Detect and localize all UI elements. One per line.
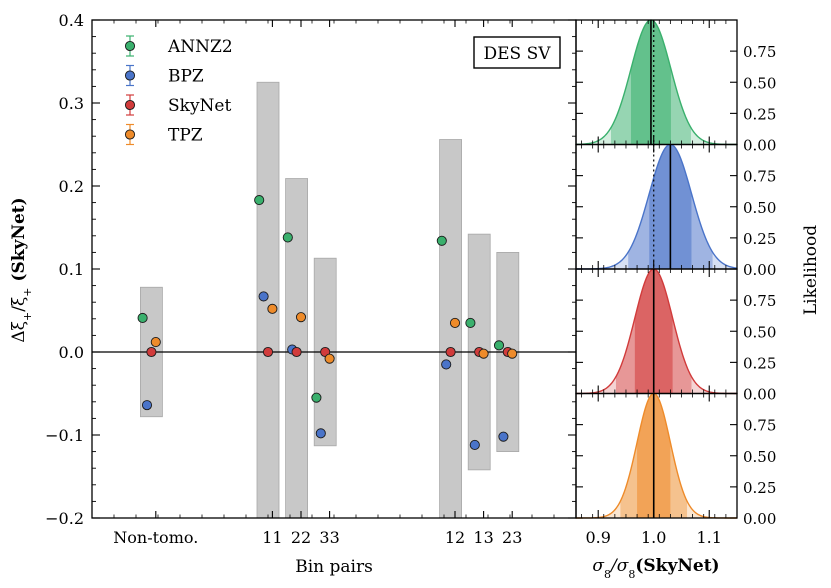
likelihood-y-tick-label: 0.25: [743, 479, 776, 497]
likelihood-panel-skynet: 0.00 0.25 0.50 0.75: [575, 268, 776, 404]
error-band-4: [439, 139, 463, 519]
legend-marker-bpz: [124, 70, 136, 81]
point-annz2-4: [436, 235, 447, 246]
likelihood-y-tick-label: 0.00: [743, 386, 776, 404]
y-tick-label: 0.1: [59, 260, 84, 279]
likelihood-curve: [575, 19, 737, 146]
x-tick-label: 12: [445, 528, 465, 547]
likelihood-y-tick-label: 0.00: [743, 261, 776, 279]
likelihood-panel-tpz: 0.00 0.25 0.50 0.75: [575, 392, 776, 528]
x-tick-label: 33: [319, 528, 339, 547]
legend-label-tpz: TPZ: [168, 126, 203, 146]
point-tpz-4: [449, 317, 461, 329]
point-tpz-1: [267, 303, 278, 314]
likelihood-y-axis-label: Likelihood: [801, 225, 821, 315]
likelihood-y-tick-label: 0.50: [743, 74, 776, 92]
likelihood-y-tick-label: 0.75: [743, 168, 776, 186]
likelihood-x-tick-label: 0.9: [585, 528, 610, 547]
likelihood-y-tick-label: 0.25: [743, 105, 776, 123]
y-tick-label: −0.1: [45, 426, 84, 445]
likelihood-y-tick-label: 0.50: [743, 323, 776, 341]
x-tick-label: 23: [502, 528, 522, 547]
legend-marker-skynet: [124, 99, 136, 111]
main-panel: −0.2 −0.1 0.0 0.1 0.2 0.3 0.4 Non-tomo. 11 22 33 1…: [9, 11, 577, 577]
likelihood-y-tick-label: 0.00: [743, 137, 776, 155]
x-tick-label: 13: [473, 528, 493, 547]
likelihood-curve: [576, 268, 737, 395]
y-tick-label: 0.4: [59, 11, 84, 30]
point-bpz-4: [441, 359, 452, 370]
y-tick-label: −0.2: [45, 509, 84, 528]
y-tick-label: 0.0: [59, 343, 84, 362]
point-bpz-0: [141, 400, 153, 411]
data-points: [137, 195, 518, 451]
likelihood-y-tick-label: 0.50: [743, 448, 776, 466]
point-bpz-3: [315, 428, 326, 439]
point-annz2-3: [311, 392, 322, 403]
legend-label-bpz: BPZ: [168, 67, 204, 87]
point-tpz-0: [150, 336, 161, 348]
annotation-text: DES SV: [483, 44, 551, 64]
likelihood-y-tick-label: 0.00: [743, 510, 776, 528]
point-annz2-0: [137, 312, 148, 324]
point-skynet-0: [146, 346, 157, 358]
point-bpz-1: [258, 291, 269, 302]
y-tick-label: 0.2: [59, 177, 84, 196]
point-tpz-5: [478, 348, 489, 359]
legend-marker-tpz: [124, 129, 136, 140]
likelihood-y-tick-label: 0.25: [743, 230, 776, 248]
likelihood-y-tick-label: 0.25: [743, 354, 776, 372]
y-axis-label: Δξ+/ξ+ (SkyNet): [9, 197, 34, 342]
annotation-box: DES SV: [473, 36, 561, 69]
legend-marker-annz2: [124, 40, 136, 52]
point-annz2-6: [493, 340, 505, 351]
x-axis-label: Bin pairs: [295, 557, 373, 577]
y-tick-label: 0.3: [59, 94, 84, 113]
point-tpz-2: [295, 312, 307, 323]
x-tick-label: Non-tomo.: [113, 528, 198, 547]
point-skynet-2: [291, 346, 302, 358]
point-annz2-5: [465, 317, 476, 329]
likelihood-y-tick-label: 0.75: [743, 417, 776, 435]
likelihood-panels: 0.00 0.25 0.50 0.75 0.00 0.25 0.50 0.75 0.00 0.25…: [575, 19, 776, 547]
point-bpz-5: [469, 439, 480, 451]
likelihood-y-tick-label: 0.50: [743, 199, 776, 217]
point-tpz-6: [507, 348, 518, 359]
legend: ANNZ2 BPZ SkyNet TPZ: [124, 35, 233, 146]
likelihood-y-tick-label: 0.75: [743, 43, 776, 61]
main-x-ticks: Non-tomo. 11 22 33 12 13 23: [113, 20, 555, 547]
x-tick-label: 11: [262, 528, 282, 547]
likelihood-x-tick-label: 1.0: [641, 528, 666, 547]
error-bands: [139, 81, 520, 519]
likelihood-x-tick-labels: 0.9 1.0 1.1: [585, 528, 721, 547]
likelihood-x-tick-label: 1.1: [697, 528, 722, 547]
point-bpz-6: [498, 431, 509, 442]
x-tick-label: 22: [291, 528, 311, 547]
point-skynet-4: [445, 346, 456, 358]
point-tpz-3: [324, 353, 335, 364]
likelihood-panel-annz2: 0.00 0.25 0.50 0.75: [575, 19, 776, 155]
legend-label-annz2: ANNZ2: [167, 37, 233, 57]
point-annz2-2: [282, 232, 293, 243]
likelihood-curve: [576, 143, 738, 270]
likelihood-x-axis-label: σ8/σ8(SkyNet): [592, 556, 719, 581]
point-skynet-1: [262, 346, 274, 358]
point-annz2-1: [254, 195, 265, 206]
legend-label-skynet: SkyNet: [168, 96, 231, 116]
main-y-ticks: −0.2 −0.1 0.0 0.1 0.2 0.3 0.4: [45, 11, 576, 528]
likelihood-panel-bpz: 0.00 0.25 0.50 0.75: [575, 143, 776, 279]
likelihood-y-tick-label: 0.75: [743, 292, 776, 310]
